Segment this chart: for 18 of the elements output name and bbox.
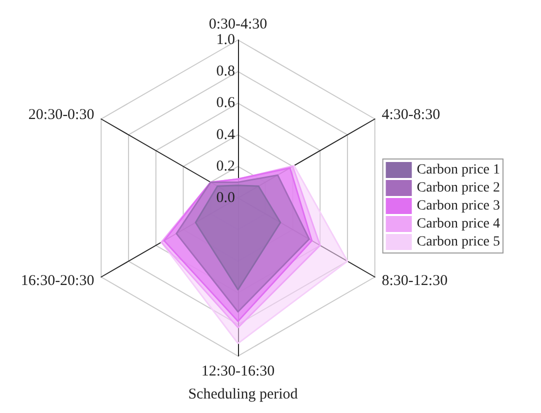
spoke-label: 0:30-4:30 — [208, 16, 268, 32]
spoke-label: 12:30-16:30 — [201, 364, 275, 380]
y-tick-label: 0.6 — [216, 95, 236, 112]
legend-label: Carbon price 1 — [416, 162, 500, 178]
legend-label: Carbon price 4 — [416, 216, 500, 232]
y-tick-label: 0.2 — [216, 158, 235, 174]
spoke-label: 4:30-8:30 — [382, 107, 440, 123]
y-tick-label: 0.8 — [216, 64, 235, 80]
legend-label: Carbon price 3 — [416, 198, 500, 214]
legend-label: Carbon price 2 — [416, 180, 500, 196]
y-tick-label: 0.0 — [216, 190, 235, 206]
text: Scheduling period — [188, 386, 298, 402]
spoke-label: 8:30-12:30 — [382, 273, 448, 289]
y-tick-label: 1.0 — [216, 32, 235, 48]
y-tick-label: 0.4 — [216, 126, 236, 143]
legend-label: Carbon price 5 — [416, 234, 500, 250]
spoke-label: 20:30-0:30 — [28, 107, 94, 123]
spoke-label: 16:30-20:30 — [20, 273, 94, 289]
